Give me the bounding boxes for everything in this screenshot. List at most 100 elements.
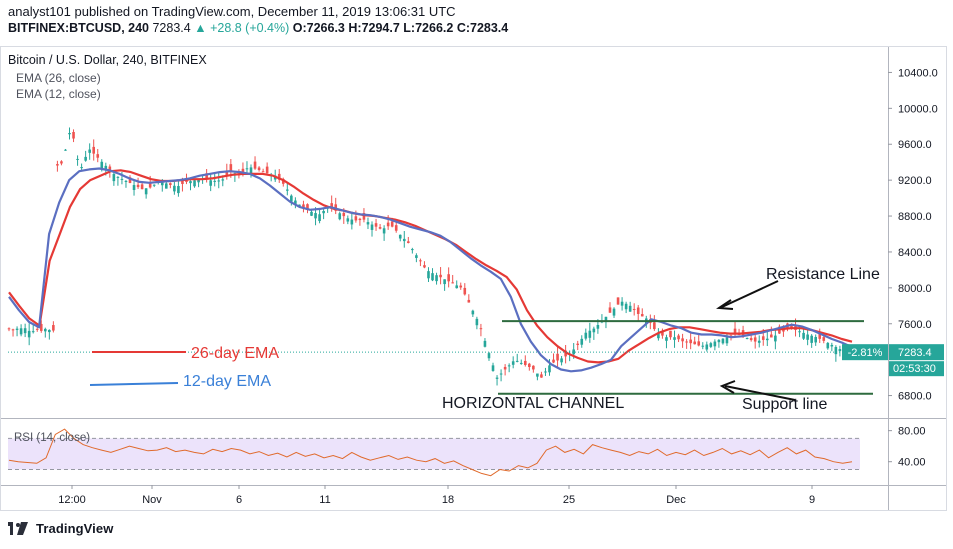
symbol-name[interactable]: BITFINEX:BTCUSD, 240 — [8, 21, 149, 35]
price-tick-label: 9600.0 — [898, 139, 932, 151]
tradingview-brand[interactable]: TradingView — [36, 521, 114, 536]
candle-body — [507, 365, 511, 367]
candle-body — [44, 328, 47, 332]
time-tick-label: 6 — [236, 494, 242, 506]
price-tick-label: 10000.0 — [898, 103, 938, 115]
candle-body — [511, 361, 515, 365]
candle-body — [459, 285, 463, 288]
candle-body — [140, 184, 144, 190]
candle-body — [249, 167, 253, 174]
candle-body — [221, 179, 225, 181]
candle-body — [415, 255, 418, 258]
countdown-tag-bg — [889, 361, 944, 377]
candle-body — [757, 340, 761, 343]
candle-body — [76, 158, 79, 160]
candle-body — [108, 166, 112, 170]
candle-body — [229, 164, 233, 172]
resistance-label: Resistance Line — [766, 266, 880, 283]
candle-body — [588, 330, 592, 338]
change-tag: -2.81% — [848, 347, 883, 359]
candle-body — [60, 161, 63, 164]
candle-body — [366, 222, 370, 225]
candle-body — [302, 204, 305, 208]
publisher-line: analyst101 published on TradingView.com,… — [8, 4, 456, 19]
candle-body — [386, 222, 390, 227]
ema12-label-swatch — [89, 382, 179, 386]
candle-body — [35, 328, 39, 330]
candle-body — [717, 339, 721, 343]
candle-body — [189, 181, 192, 184]
candle-body — [281, 179, 285, 184]
symbol-line: BITFINEX:BTCUSD, 240 7283.4 ▲ +28.8 (+0.… — [8, 21, 508, 35]
candle-body — [657, 333, 660, 339]
candle-body — [358, 218, 362, 221]
price-change: +28.8 (+0.4%) — [210, 21, 290, 35]
candle-body — [608, 307, 612, 313]
candle-body — [80, 167, 83, 169]
ema26-line — [8, 169, 853, 364]
candle-body — [640, 314, 644, 317]
candle-body — [673, 337, 676, 340]
candle-body — [528, 363, 531, 368]
time-tick-label: 25 — [563, 494, 575, 506]
candle-body — [19, 328, 23, 335]
ema26-label: 26-day EMA — [191, 345, 279, 362]
candle-body — [104, 165, 108, 170]
candle-body — [160, 181, 164, 186]
candle-body — [120, 178, 124, 180]
candle-body — [556, 353, 559, 361]
candle-body — [802, 332, 805, 339]
candle-body — [632, 308, 636, 310]
candle-body — [455, 285, 459, 289]
support-arrow-icon — [724, 385, 796, 401]
ema12-legend: EMA (12, close) — [16, 87, 101, 101]
candle-body — [596, 324, 600, 329]
candle-body — [709, 343, 713, 347]
candle-body — [290, 195, 293, 202]
candle-body — [378, 227, 382, 229]
candle-body — [277, 173, 281, 180]
candle-body — [346, 218, 350, 222]
candle-body — [128, 177, 132, 184]
candle-body — [515, 360, 519, 362]
price-tick-label: 8000.0 — [898, 283, 932, 295]
price-tick-label: 10400.0 — [898, 67, 938, 79]
candle-body — [310, 211, 313, 216]
candle-body — [653, 322, 656, 330]
candle-body — [725, 337, 729, 344]
candle-body — [612, 308, 616, 316]
candle-body — [495, 377, 499, 379]
candle-body — [374, 223, 378, 227]
candle-body — [467, 299, 471, 303]
candle-body — [257, 167, 261, 171]
candle-body — [669, 330, 672, 338]
candle-body — [705, 344, 709, 350]
candle-body — [713, 341, 717, 347]
candle-body — [84, 156, 87, 161]
candle-body — [628, 305, 632, 312]
candle-body — [241, 168, 245, 173]
candle-body — [798, 331, 801, 333]
candle-body — [48, 329, 51, 333]
candle-body — [370, 224, 374, 230]
candle-body — [806, 334, 809, 340]
candle-body — [733, 328, 737, 334]
candle-body — [245, 168, 249, 170]
candle-body — [439, 274, 442, 278]
candle-body — [96, 154, 100, 158]
candle-body — [693, 341, 696, 345]
candle-body — [443, 279, 446, 285]
candle-body — [411, 249, 414, 251]
candle-body — [729, 335, 733, 337]
ohlc-high: H:7294.7 — [348, 21, 400, 35]
candle-body — [519, 362, 523, 364]
candle-body — [181, 180, 184, 184]
candle-body — [548, 365, 551, 373]
resistance-arrow-icon — [721, 280, 779, 308]
rsi-tick-label: 80.00 — [898, 426, 926, 438]
ohlc-low: L:7266.2 — [403, 21, 454, 35]
ohlc-open: O:7266.3 — [292, 21, 345, 35]
candle-body — [39, 323, 43, 331]
candle-body — [286, 189, 289, 191]
